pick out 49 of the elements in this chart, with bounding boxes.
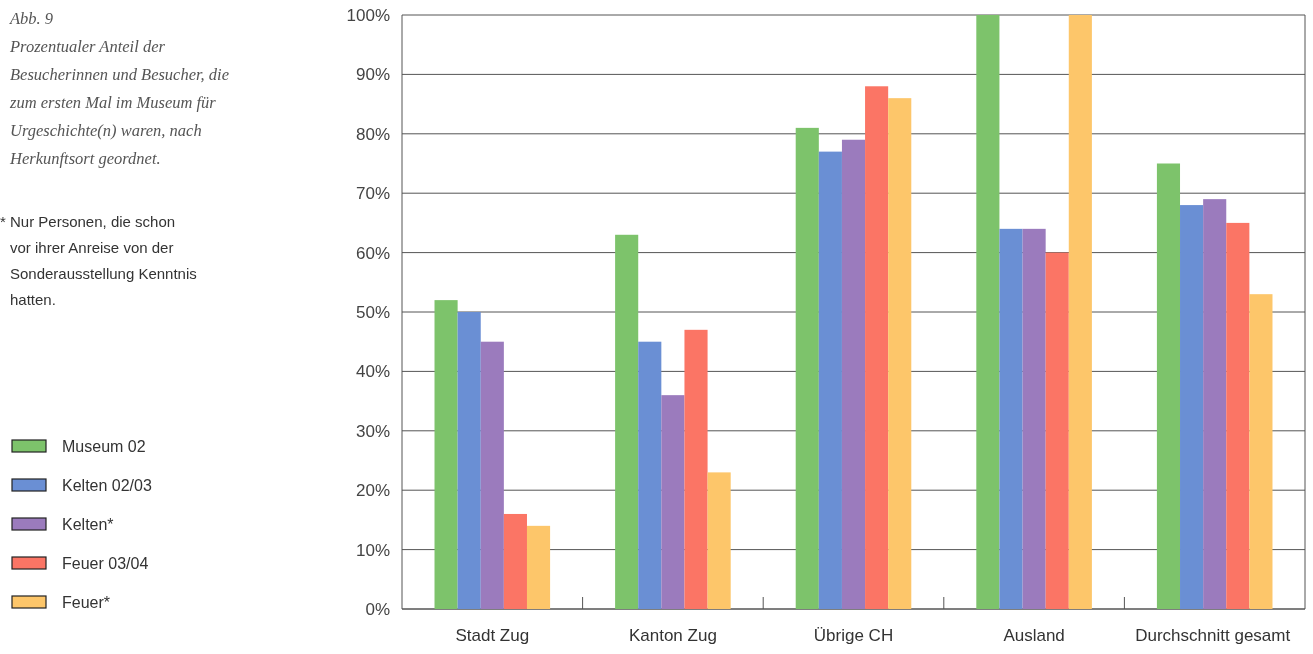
y-tick-label: 30% bbox=[355, 421, 390, 441]
bar bbox=[865, 86, 889, 609]
legend-label: Feuer* bbox=[62, 593, 111, 611]
bar bbox=[888, 98, 912, 609]
bar bbox=[1045, 252, 1069, 609]
bar bbox=[841, 139, 866, 609]
x-tick-label: Ausland bbox=[1003, 626, 1065, 645]
bar bbox=[526, 525, 551, 609]
bar bbox=[503, 513, 527, 609]
y-tick-label: 70% bbox=[355, 184, 390, 204]
legend-label: Feuer 03/04 bbox=[62, 554, 149, 572]
x-tick-label: Übrige CH bbox=[813, 626, 894, 645]
bar bbox=[480, 341, 504, 609]
x-tick-label: Kanton Zug bbox=[628, 626, 717, 645]
bar bbox=[1249, 294, 1273, 609]
bar bbox=[615, 234, 639, 609]
bar bbox=[976, 15, 1000, 609]
bar bbox=[1156, 163, 1181, 609]
y-tick-label: 80% bbox=[355, 124, 390, 144]
bar bbox=[707, 472, 731, 609]
y-tick-label: 10% bbox=[355, 540, 390, 560]
text: Prozentualer Anteil der Besucherinnen und Besucher, die zum ersten Mal im Museum für Urgeschichte(n) waren, nach Herkunftsort geordnet. bbox=[9, 37, 230, 168]
bar bbox=[999, 228, 1023, 609]
y-tick-label: 50% bbox=[355, 302, 390, 322]
y-tick-label: 100% bbox=[346, 5, 390, 25]
bar bbox=[457, 312, 481, 609]
bar bbox=[1022, 228, 1046, 609]
y-tick-label: 90% bbox=[355, 65, 390, 85]
text: Abb. 9 bbox=[9, 9, 54, 28]
bar bbox=[638, 341, 662, 609]
bar bbox=[1180, 205, 1204, 609]
bar bbox=[795, 127, 819, 609]
bar bbox=[661, 395, 685, 609]
legend-label: Kelten 02/03 bbox=[62, 476, 152, 494]
text: * Nur Personen, die schon vor ihrer Anreise von der Sonderausstellung Kenntnis hatten. bbox=[0, 213, 197, 308]
y-tick-label: 60% bbox=[355, 243, 390, 263]
bar bbox=[1203, 199, 1227, 609]
bar bbox=[1068, 15, 1092, 609]
legend-label: Museum 02 bbox=[62, 437, 146, 455]
legend-label: Kelten* bbox=[62, 515, 114, 533]
x-tick-label: Stadt Zug bbox=[455, 626, 530, 645]
x-tick-label: Durchschnitt gesamt bbox=[1135, 626, 1291, 645]
bar bbox=[684, 329, 708, 609]
y-tick-label: 0% bbox=[365, 599, 390, 619]
y-tick-label: 40% bbox=[355, 362, 390, 382]
y-tick-label: 20% bbox=[355, 481, 390, 501]
bar bbox=[818, 151, 842, 609]
bar bbox=[434, 300, 458, 609]
bar bbox=[1226, 222, 1250, 609]
